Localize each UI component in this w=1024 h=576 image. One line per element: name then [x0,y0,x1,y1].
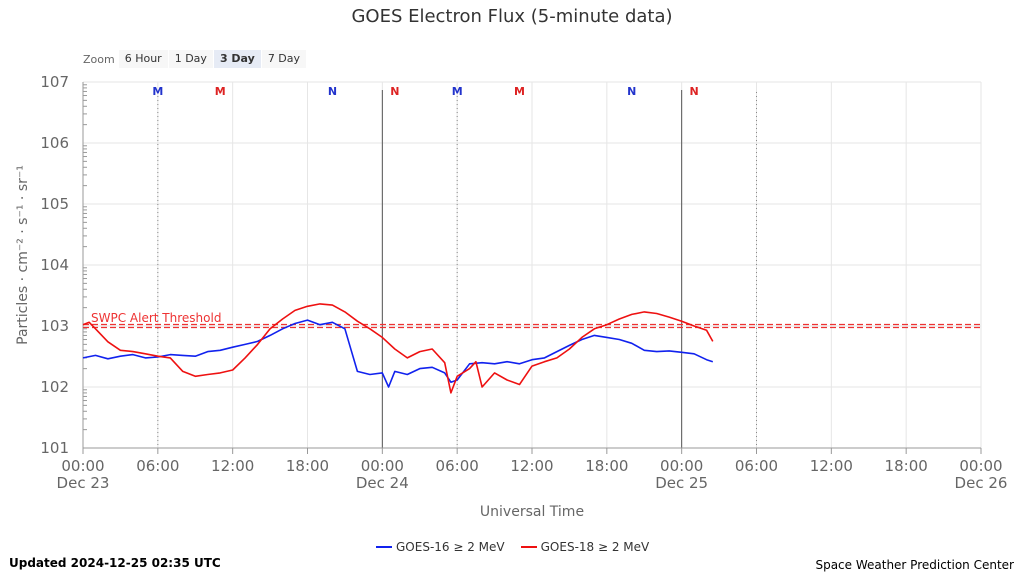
series-line [82,319,714,388]
y-tick-label: 104 [40,256,69,274]
x-tick-label: 12:00 [510,457,553,475]
x-axis-title: Universal Time [480,504,584,520]
x-tick-label: 00:00 [959,457,1002,475]
x-tick-label: 12:00 [810,457,853,475]
legend-label: GOES-18 ≥ 2 MeV [540,540,650,554]
local-time-marker: N [328,85,337,98]
updated-timestamp: Updated 2024-12-25 02:35 UTC [9,556,221,570]
x-tick-label: 00:00 [361,457,404,475]
legend-item-goes18[interactable]: GOES-18 ≥ 2 MeV [520,540,650,554]
y-tick-label: 103 [40,317,69,335]
y-tick-label: 105 [40,195,69,213]
legend-label: GOES-16 ≥ 2 MeV [396,540,505,554]
x-tick-date-label: Dec 25 [655,474,708,492]
local-time-marker: M [514,85,525,98]
x-tick-label: 06:00 [436,457,479,475]
x-tick-date-label: Dec 23 [57,474,110,492]
x-tick-label: 06:00 [735,457,778,475]
x-tick-label: 18:00 [885,457,928,475]
x-tick-label: 12:00 [211,457,254,475]
x-tick-label: 18:00 [286,457,329,475]
legend: GOES-16 ≥ 2 MeV GOES-18 ≥ 2 MeV [376,540,665,554]
zoom-3-day-button[interactable]: 3 Day [213,50,261,68]
x-tick-label: 18:00 [585,457,628,475]
threshold-label: SWPC Alert Threshold [91,311,221,325]
y-tick-label: 107 [40,73,69,91]
zoom-7-day-button[interactable]: 7 Day [261,50,307,68]
local-time-marker: M [215,85,226,98]
x-tick-date-label: Dec 26 [955,474,1008,492]
local-time-marker: M [152,85,163,98]
x-tick-date-label: Dec 24 [356,474,409,492]
x-tick-label: 00:00 [61,457,104,475]
zoom-1-day-button[interactable]: 1 Day [168,50,213,68]
y-tick-label: 106 [40,134,69,152]
x-tick-label: 00:00 [660,457,703,475]
legend-swatch [376,546,392,548]
legend-item-goes16[interactable]: GOES-16 ≥ 2 MeV [376,540,505,554]
zoom-label: Zoom [83,52,115,66]
zoom-6-hour-button[interactable]: 6 Hour [118,50,168,68]
local-time-marker: N [690,85,699,98]
y-tick-label: 102 [40,378,69,396]
series-line [82,303,714,394]
y-axis-title: Particles · cm⁻² · s⁻¹ · sr⁻¹ [15,165,31,345]
chart-title: GOES Electron Flux (5-minute data) [351,6,673,27]
legend-swatch [520,546,537,548]
local-time-marker: M [452,85,463,98]
x-tick-label: 06:00 [136,457,179,475]
credit-text: Space Weather Prediction Center [815,558,1014,572]
y-tick-label: 101 [40,439,69,457]
local-time-marker: N [390,85,399,98]
zoom-bar: Zoom 6 Hour 1 Day 3 Day 7 Day [83,50,307,68]
local-time-marker: N [627,85,636,98]
